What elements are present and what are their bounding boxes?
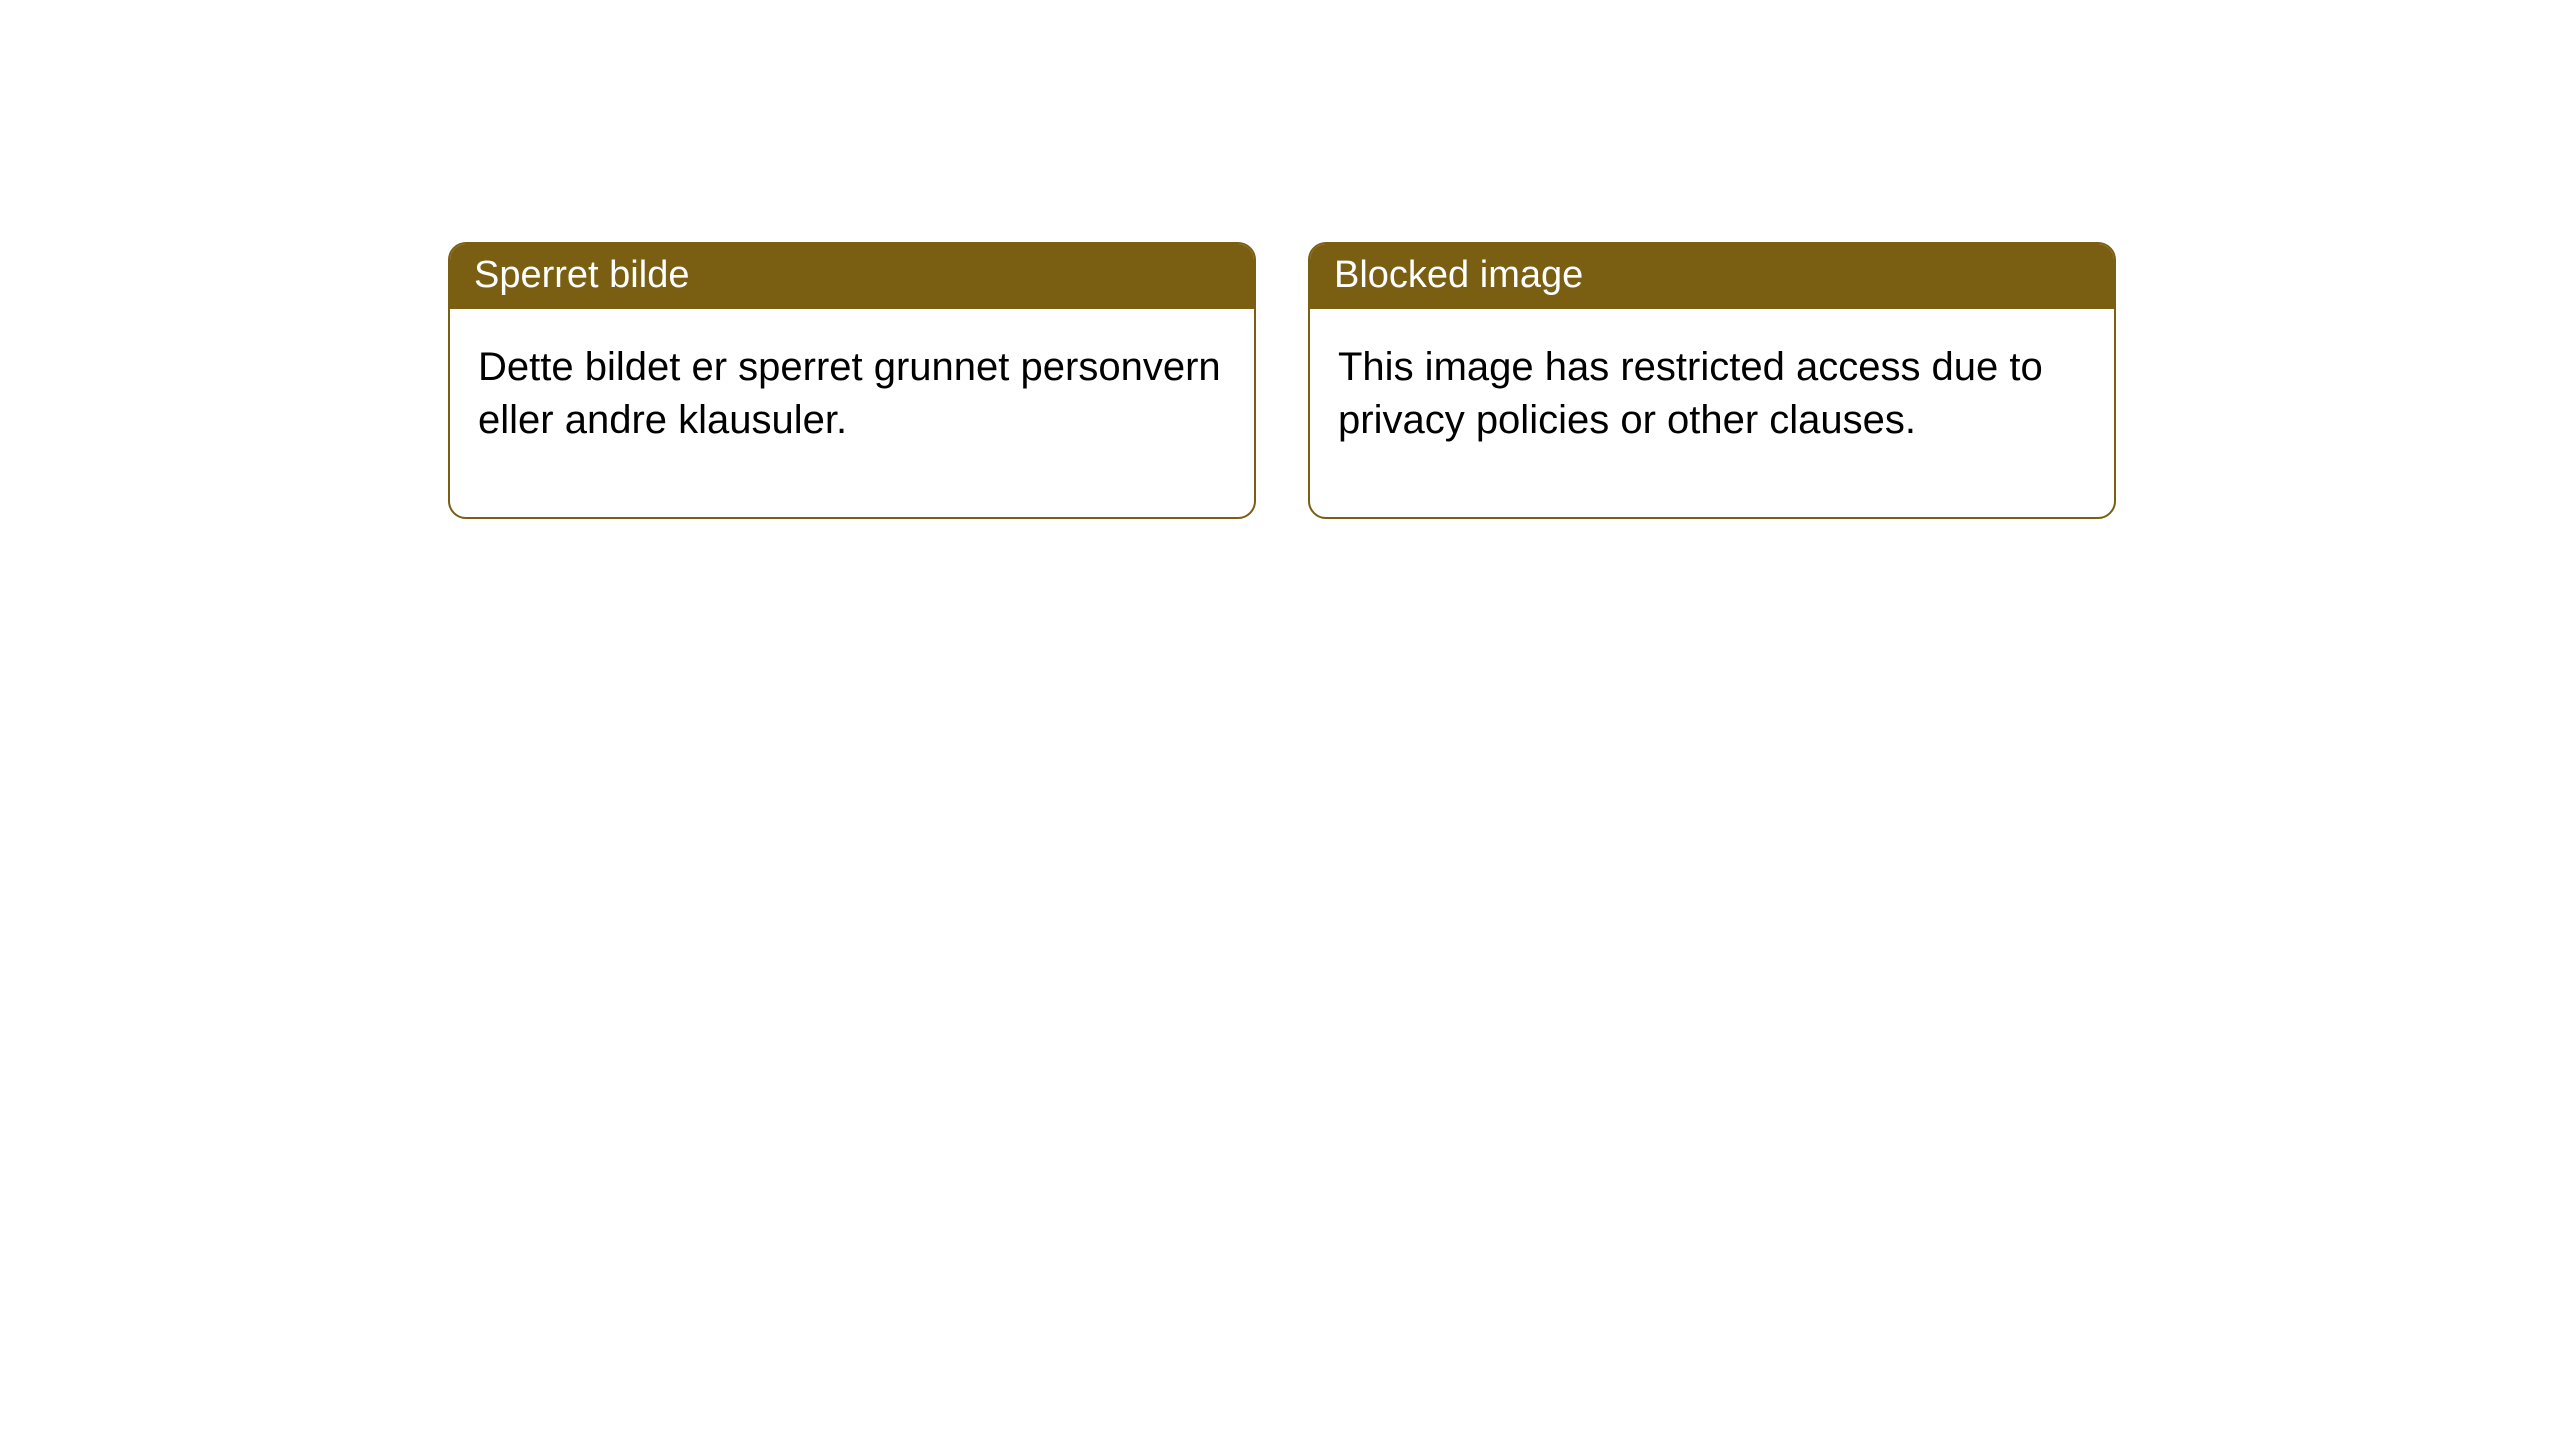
notice-header: Blocked image <box>1310 244 2114 309</box>
notice-card-english: Blocked image This image has restricted … <box>1308 242 2116 519</box>
notice-card-norwegian: Sperret bilde Dette bildet er sperret gr… <box>448 242 1256 519</box>
notice-container: Sperret bilde Dette bildet er sperret gr… <box>0 0 2560 519</box>
notice-body: Dette bildet er sperret grunnet personve… <box>450 309 1254 517</box>
notice-header: Sperret bilde <box>450 244 1254 309</box>
notice-body: This image has restricted access due to … <box>1310 309 2114 517</box>
